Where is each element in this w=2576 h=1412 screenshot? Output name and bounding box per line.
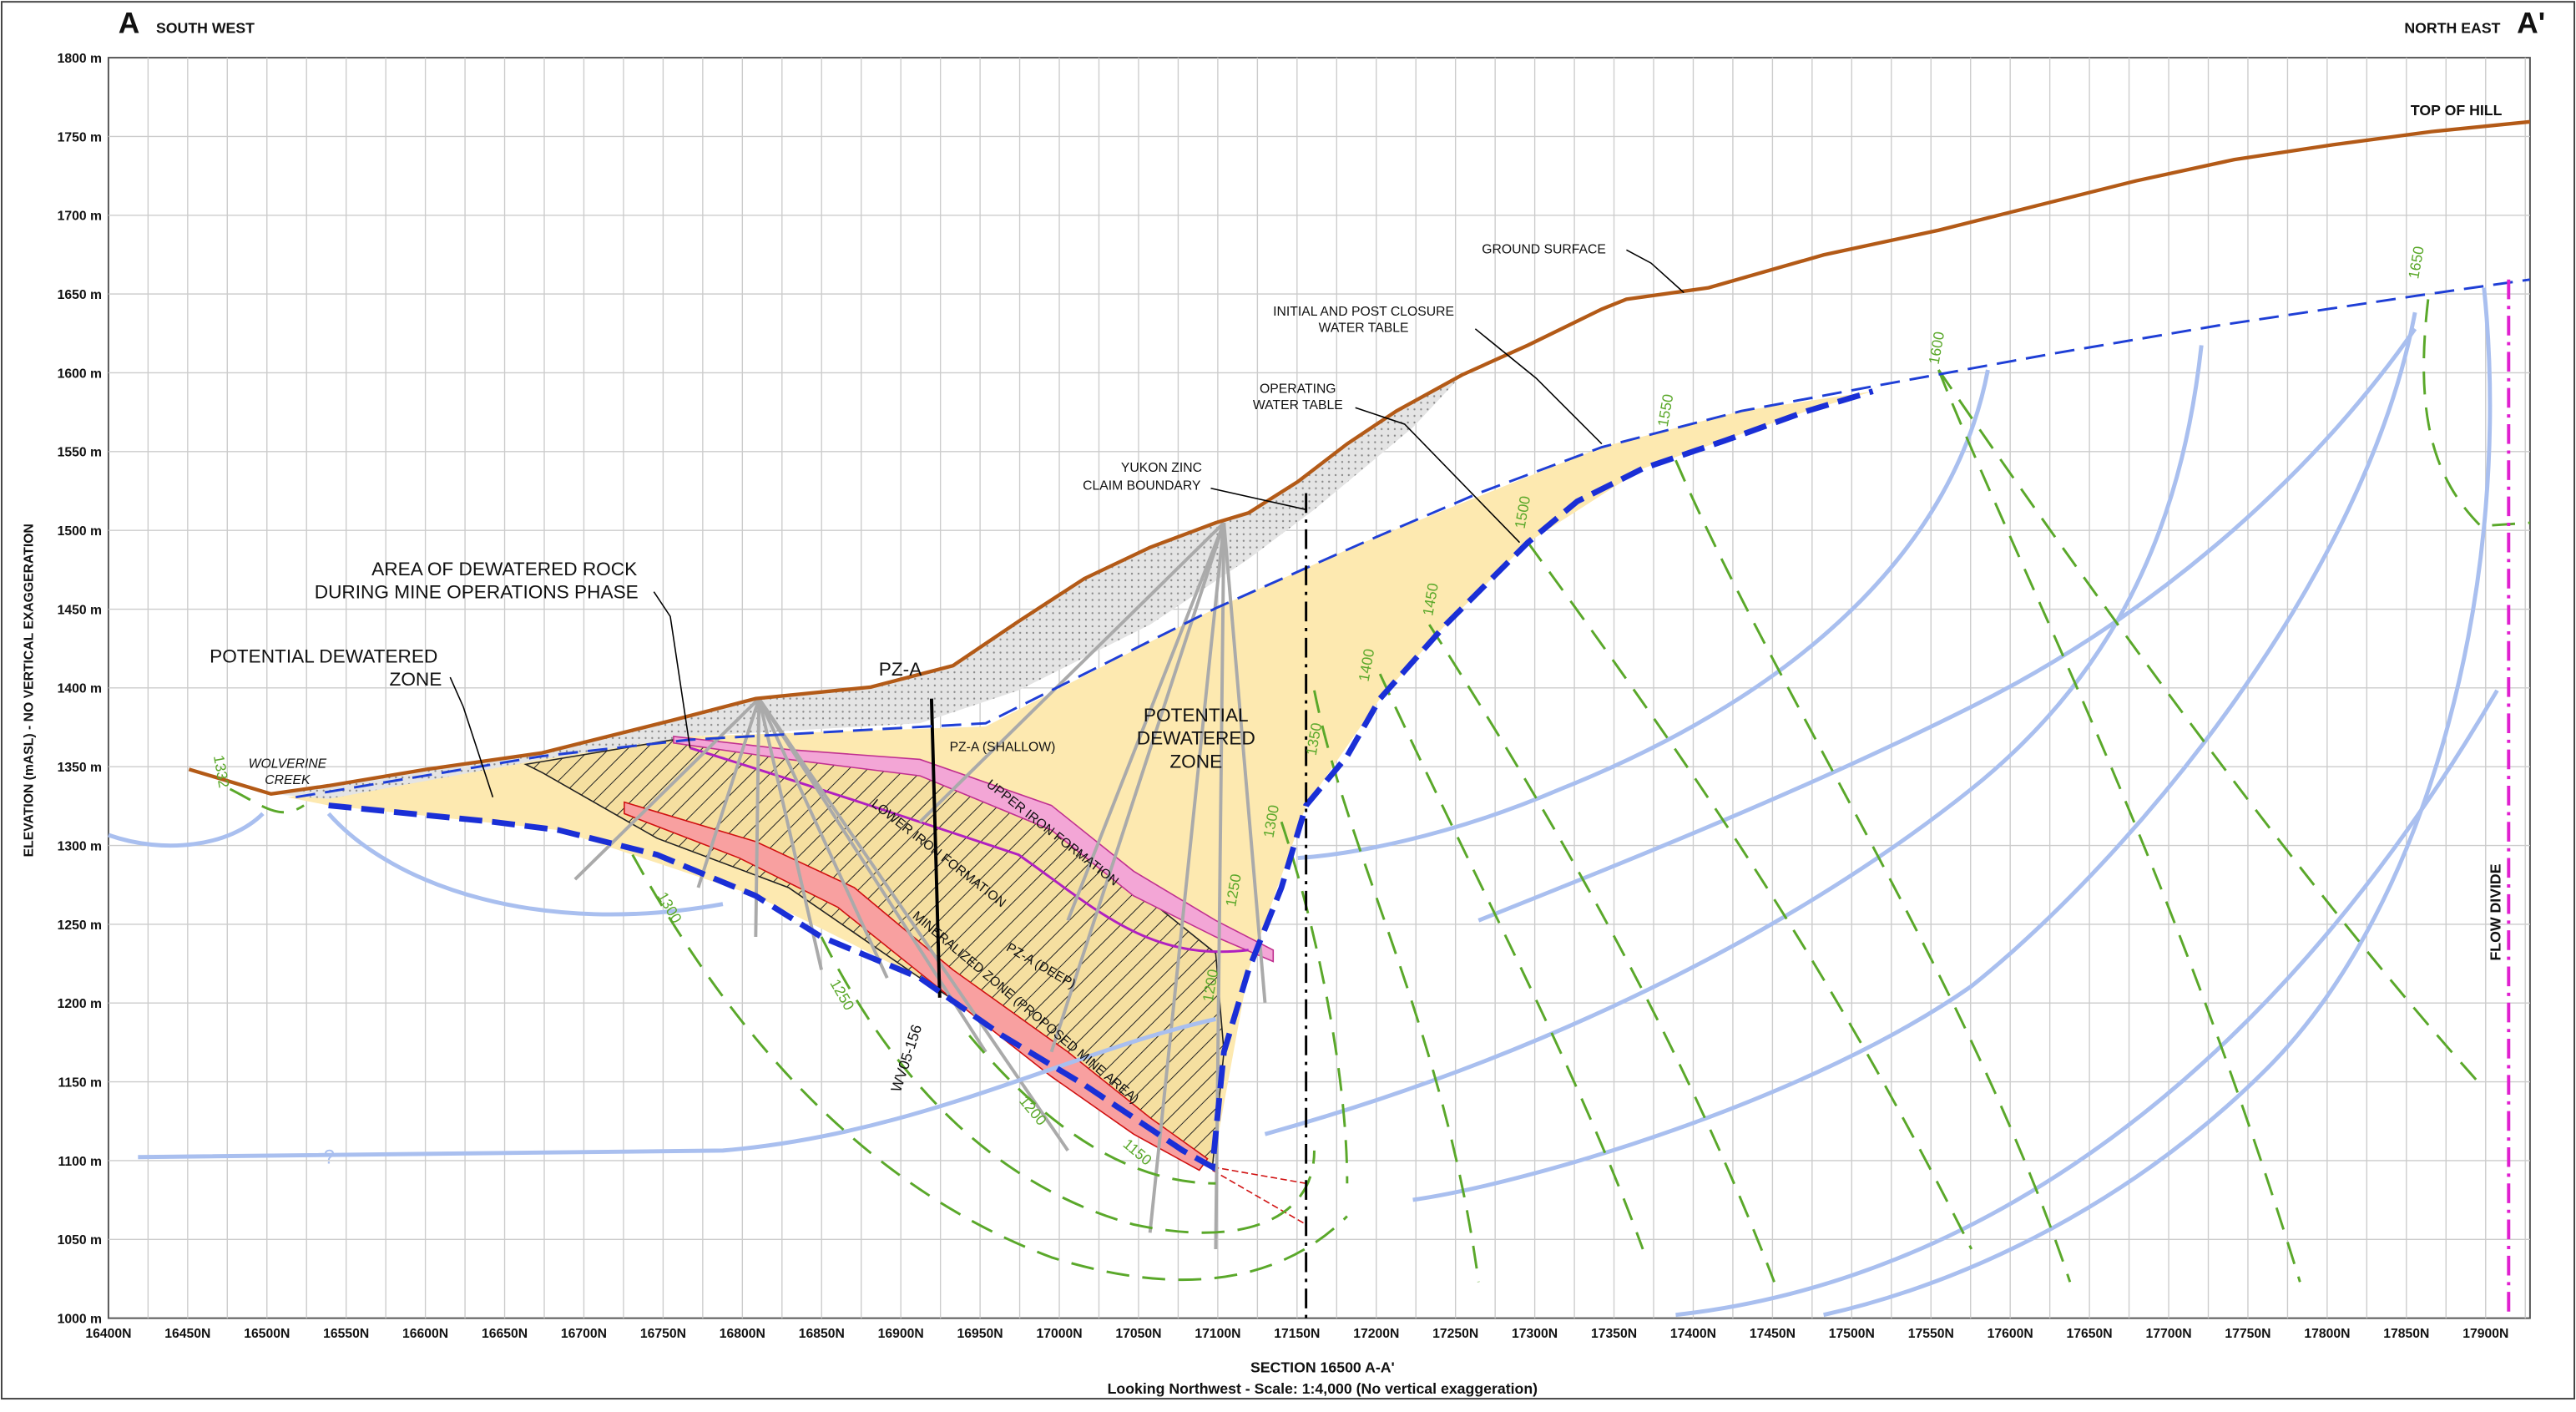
y-tick-label: 1150 m — [58, 1075, 103, 1090]
grid — [107, 57, 2531, 1319]
y-tick-label: 1250 m — [58, 919, 102, 933]
footer-subtitle: Looking Northwest - Scale: 1:4,000 (No v… — [1108, 1380, 1538, 1397]
contour-labels: 1332130012501200115012001250130013501400… — [210, 245, 2427, 1169]
mineralized-band — [624, 801, 1209, 1172]
label: WATER TABLE — [1319, 321, 1409, 336]
label: WATER TABLE — [1253, 398, 1343, 412]
label: GROUND SURFACE — [1482, 242, 1606, 256]
y-tick-label: 1550 m — [58, 446, 102, 460]
label: PZ-A (SHALLOW) — [950, 741, 1056, 755]
x-tick-label: 16850N — [799, 1327, 845, 1341]
label: FLOW DIVIDE — [2487, 863, 2503, 960]
faults — [1212, 1166, 1307, 1226]
y-tick-label: 1050 m — [58, 1233, 102, 1248]
x-tick-label: 16550N — [323, 1327, 369, 1341]
label: OPERATING — [1260, 382, 1336, 397]
y-tick-label: 1800 m — [58, 52, 102, 66]
x-tick-label: 16600N — [402, 1327, 448, 1341]
leaders — [449, 249, 1685, 797]
x-tick-label: 16400N — [85, 1327, 131, 1341]
x-tick-label: 17000N — [1036, 1327, 1082, 1341]
direction: NORTH EAST — [2404, 20, 2500, 37]
x-tick-label: 16500N — [244, 1327, 290, 1341]
initial-water-table — [295, 278, 2531, 799]
x-tick-label: 16450N — [164, 1327, 210, 1341]
label: POTENTIAL DEWATERED — [210, 645, 437, 666]
x-tick-label: 17450N — [1750, 1327, 1796, 1341]
y-tick-label: 1700 m — [58, 210, 102, 224]
y-tick-label: 1100 m — [58, 1155, 103, 1169]
x-tick-label: 17100N — [1195, 1327, 1240, 1341]
label: WOLVERINE — [249, 757, 327, 771]
y-tick-label: 1200 m — [58, 997, 102, 1011]
x-tick-label: 17200N — [1353, 1327, 1399, 1341]
section-letter: A' — [2517, 7, 2545, 40]
label: CREEK — [265, 773, 311, 787]
x-tick-label: 17250N — [1432, 1327, 1478, 1341]
label: ZONE — [1169, 751, 1222, 772]
label: INITIAL AND POST CLOSURE — [1273, 305, 1454, 319]
ticks: 1800 m 1750 m 1700 m 1650 m 1600 m 1550 m 1500… — [58, 52, 2509, 1341]
x-tick-label: 17350N — [1591, 1327, 1637, 1341]
y-tick-label: 1500 m — [58, 524, 102, 539]
x-tick-label: 17750N — [2225, 1327, 2270, 1341]
direction: SOUTH WEST — [156, 20, 255, 37]
label: CLAIM BOUNDARY — [1083, 479, 1201, 493]
label: PZ-A — [879, 659, 922, 680]
equipotentials — [229, 299, 2530, 1283]
label: TOP OF HILL — [2411, 102, 2503, 119]
x-tick-label: 17400N — [1670, 1327, 1716, 1341]
label: ? — [324, 1147, 335, 1169]
x-tick-label: 17050N — [1115, 1327, 1161, 1341]
label: DURING MINE OPERATIONS PHASE — [315, 582, 639, 603]
x-tick-label: 16700N — [561, 1327, 607, 1341]
x-tick-label: 16750N — [640, 1327, 686, 1341]
ground-surface — [188, 119, 2531, 797]
label: YUKON ZINC — [1121, 461, 1202, 475]
label: DEWATERED — [1137, 728, 1255, 749]
x-tick-label: 16800N — [720, 1327, 765, 1341]
label: POTENTIAL — [1144, 705, 1249, 726]
x-tick-label: 17800N — [2304, 1327, 2350, 1341]
y-tick-label: 1650 m — [58, 288, 102, 302]
y-tick-label: 1600 m — [58, 367, 102, 381]
x-tick-label: 16950N — [957, 1327, 1003, 1341]
footer-title: SECTION 16500 A-A' — [1250, 1359, 1395, 1376]
y-tick-label: 1400 m — [58, 682, 102, 696]
label: ZONE — [390, 669, 442, 690]
upper-iron-band — [673, 736, 1275, 963]
potential-dewatered-zone — [287, 391, 1873, 1167]
y-tick-label: 1450 m — [58, 603, 102, 617]
y-tick-label: 1000 m — [58, 1313, 102, 1327]
x-tick-label: 17500N — [1829, 1327, 1875, 1341]
y-axis-title: ELEVATION (mASL) - NO VERTICAL EXAGGERAT… — [22, 524, 36, 857]
x-tick-label: 17150N — [1274, 1327, 1320, 1341]
section-letter: A — [119, 7, 140, 40]
x-tick-label: 17550N — [1908, 1327, 1954, 1341]
x-tick-label: 16650N — [482, 1327, 528, 1341]
pz-a-hole — [929, 698, 942, 998]
x-tick-label: 17850N — [2383, 1327, 2429, 1341]
x-tick-label: 17600N — [1988, 1327, 2033, 1341]
x-tick-label: 16900N — [878, 1327, 924, 1341]
x-tick-label: 17300N — [1512, 1327, 1558, 1341]
flow-lines — [108, 287, 2499, 1318]
x-tick-label: 17900N — [2462, 1327, 2508, 1341]
operating-water-table — [328, 388, 1874, 1172]
label: AREA OF DEWATERED ROCK — [371, 559, 637, 579]
x-tick-label: 17650N — [2067, 1327, 2113, 1341]
stipple-band-dots — [270, 374, 1462, 799]
y-tick-label: 1300 m — [58, 839, 102, 853]
y-tick-label: 1350 m — [58, 761, 102, 775]
x-tick-label: 17700N — [2145, 1327, 2191, 1341]
drillholes — [573, 521, 1267, 1249]
y-tick-label: 1750 m — [58, 130, 102, 144]
